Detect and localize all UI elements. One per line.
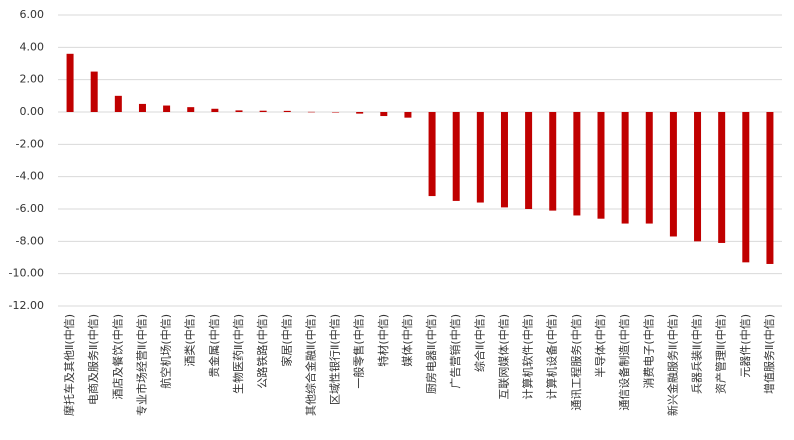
bar [669, 112, 677, 237]
y-tick-label: -4.00 [16, 170, 44, 183]
x-tick-label: 新兴金融服务Ⅱ(中信) [665, 314, 679, 416]
bar [742, 112, 750, 263]
x-tick-label: 特材(中信) [376, 314, 390, 367]
bar [718, 112, 726, 243]
x-tick-label: 酒类(中信) [183, 314, 197, 367]
x-tick-label: 贵金属(中信) [207, 314, 221, 378]
y-tick-label: -12.00 [9, 299, 44, 312]
bar [694, 112, 702, 242]
y-tick-label: -2.00 [16, 137, 44, 150]
x-tick-label: 专业市场经营Ⅱ(中信) [134, 314, 148, 416]
bar [138, 103, 146, 112]
y-tick-label: -10.00 [9, 267, 44, 280]
x-tick-label: 增值服务Ⅱ(中信) [762, 314, 776, 394]
x-tick-label: 互联网媒体(中信) [496, 314, 510, 400]
bar [452, 112, 460, 201]
x-tick-label: 公路铁路(中信) [256, 314, 269, 389]
bar [428, 112, 436, 197]
bar [66, 53, 74, 112]
x-tick-label: 媒体(中信) [400, 314, 414, 367]
y-tick-label: -8.00 [16, 234, 44, 247]
x-tick-label: 通信设备制造(中信) [617, 314, 631, 411]
x-tick-label: 电商及服务Ⅱ(中信) [86, 314, 100, 405]
bar [259, 110, 267, 112]
y-tick-label: 6.00 [20, 8, 45, 21]
bar [163, 105, 171, 112]
x-tick-label: 兵器兵装Ⅱ(中信) [691, 314, 704, 394]
bar [404, 112, 412, 118]
bar [235, 110, 243, 112]
x-tick-label: 航空机场(中信) [159, 314, 173, 389]
bar [114, 95, 122, 112]
x-tick-label: 消费电子(中信) [641, 314, 655, 389]
bar [187, 107, 195, 112]
x-tick-label: 计算机软件(中信) [521, 314, 535, 400]
bar [500, 112, 508, 208]
bar [332, 112, 340, 113]
x-tick-label: 区域性银行Ⅱ(中信) [328, 314, 342, 405]
x-tick-label: 生物医药Ⅱ(中信) [231, 314, 245, 394]
bar [380, 112, 388, 117]
y-tick-label: 2.00 [20, 73, 45, 86]
y-tick-label: 0.00 [20, 105, 45, 118]
y-tick-label: 4.00 [20, 40, 45, 53]
bar [549, 112, 557, 211]
bar [356, 112, 364, 114]
bar [307, 111, 315, 113]
bar [211, 108, 219, 112]
x-tick-label: 酒店及餐饮(中信) [110, 314, 124, 400]
bar [90, 71, 98, 112]
y-tick-label: -6.00 [16, 202, 44, 215]
bar [476, 112, 484, 203]
x-tick-label: 综合Ⅱ(中信) [472, 314, 486, 372]
bar [573, 112, 581, 216]
x-tick-label: 厨房电器Ⅱ(中信) [425, 314, 438, 394]
x-tick-label: 通讯工程服务(中信) [570, 314, 583, 411]
x-tick-label: 摩托车及其他Ⅱ(中信) [62, 314, 76, 416]
bar [645, 112, 653, 224]
bar [621, 112, 629, 224]
x-tick-label: 半导体(中信) [593, 314, 607, 378]
x-tick-label: 元器件(中信) [739, 314, 752, 378]
x-tick-label: 计算机设备(中信) [545, 314, 559, 400]
x-tick-label: 一般零售(中信) [352, 314, 366, 389]
x-tick-label: 资产管理Ⅱ(中信) [714, 314, 728, 394]
bar [597, 112, 605, 219]
x-tick-label: 其他综合金融Ⅱ(中信) [303, 314, 317, 416]
x-tick-label: 广告营销(中信) [448, 314, 462, 389]
x-tick-label: 家居(中信) [279, 314, 293, 367]
bar [766, 112, 774, 264]
bar [525, 112, 533, 209]
bar [283, 110, 291, 112]
